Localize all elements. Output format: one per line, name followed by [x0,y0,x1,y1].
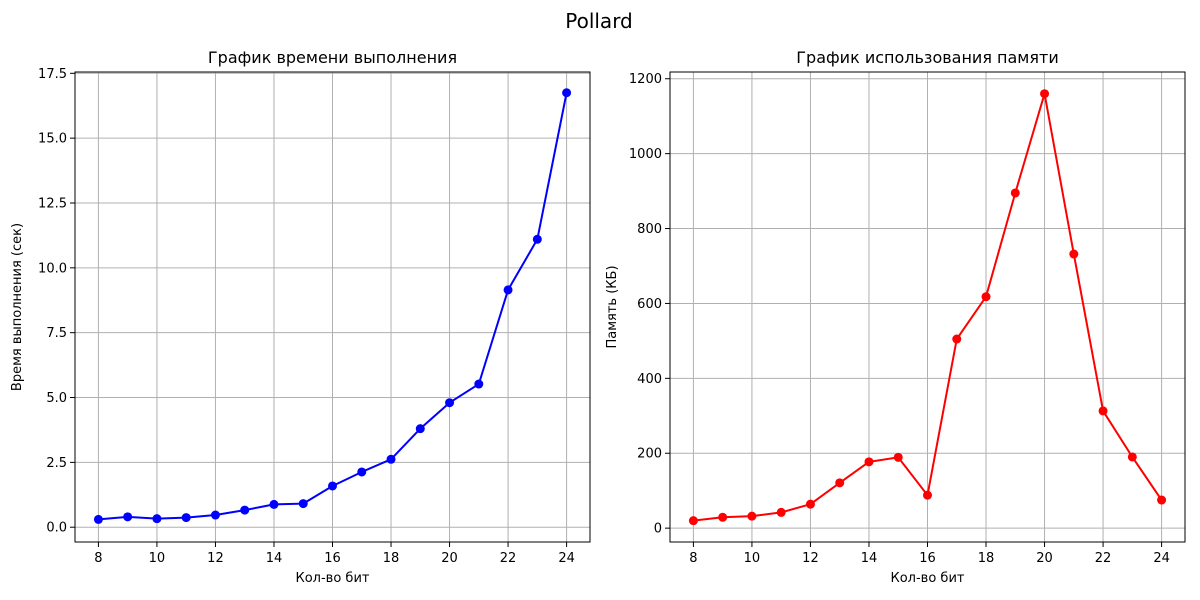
x-tick-label: 8 [689,551,697,566]
figure-title: Pollard [565,9,633,33]
memory-y-axis-label: Память (КБ) [605,265,620,348]
y-tick-label: 1200 [629,72,662,87]
memory-chart: 8 10 12 14 16 18 20 22 24 0 200 400 600 800 1000 1200 Гр… [605,48,1186,586]
memory-data-point [1127,452,1137,462]
y-tick-label: 200 [637,447,662,462]
x-tick-label: 14 [266,551,283,566]
memory-chart-title: График использования памяти [796,48,1058,67]
runtime-data-point [474,379,484,389]
memory-data-point [1069,249,1079,259]
runtime-chart-title: График времени выполнения [208,48,457,67]
y-tick-label: 0 [654,522,662,537]
y-tick-label: 1000 [629,147,662,162]
x-tick-label: 16 [324,551,341,566]
x-tick-label: 20 [441,551,458,566]
x-tick-label: 18 [978,551,995,566]
memory-data-point [1098,406,1108,416]
x-tick-label: 10 [744,551,761,566]
y-tick-label: 15.0 [38,132,67,147]
memory-data-point [1040,89,1050,99]
memory-data-point [893,452,903,462]
runtime-data-point [386,454,396,464]
y-tick-label: 400 [637,372,662,387]
runtime-data-point [181,513,191,523]
y-tick-label: 600 [637,297,662,312]
runtime-chart: 8 10 12 14 16 18 20 22 24 0.0 2.5 5.0 7.5 10.0 12.5 15.… [10,48,591,586]
runtime-x-axis-label: Кол-во бит [296,571,370,586]
memory-data-point [776,507,786,517]
memory-x-axis-label: Кол-во бит [891,571,965,586]
runtime-data-point [123,512,133,522]
memory-data-point [952,334,962,344]
x-tick-label: 22 [500,551,517,566]
runtime-data-point [240,505,250,515]
x-tick-label: 24 [558,551,575,566]
runtime-data-point [562,88,572,98]
y-tick-label: 2.5 [46,456,67,471]
x-tick-label: 8 [94,551,102,566]
memory-data-point [981,292,991,302]
runtime-data-point [269,499,279,509]
y-tick-label: 7.5 [46,326,67,341]
runtime-data-point [328,481,337,491]
memory-data-point [805,499,815,509]
x-tick-label: 14 [861,551,878,566]
y-tick-label: 5.0 [46,391,67,406]
x-tick-label: 20 [1036,551,1053,566]
runtime-data-point [152,514,162,524]
runtime-y-axis-label: Время выполнения (сек) [10,223,25,391]
runtime-data-point [93,514,103,524]
runtime-data-point [532,234,542,244]
y-tick-label: 800 [637,222,662,237]
memory-data-point [1010,188,1020,198]
memory-data-point [747,511,757,521]
runtime-data-point [298,499,308,509]
y-tick-label: 12.5 [38,196,67,211]
runtime-data-point [415,424,425,434]
y-tick-label: 17.5 [38,67,67,82]
memory-data-point [864,457,874,467]
memory-data-point [688,516,698,526]
x-tick-label: 12 [802,551,819,566]
x-tick-label: 16 [919,551,936,566]
runtime-data-point [503,285,513,295]
runtime-data-point [357,467,367,477]
memory-data-point [923,490,932,500]
memory-data-point [718,512,728,522]
memory-data-point [1157,495,1167,505]
runtime-data-point [210,510,220,520]
x-tick-label: 18 [383,551,400,566]
x-tick-label: 12 [207,551,224,566]
runtime-data-point [445,398,455,408]
x-tick-label: 22 [1095,551,1112,566]
y-tick-label: 0.0 [46,521,67,536]
x-tick-label: 24 [1153,551,1170,566]
y-tick-label: 10.0 [38,261,67,276]
memory-data-point [835,478,845,488]
x-tick-label: 10 [149,551,166,566]
